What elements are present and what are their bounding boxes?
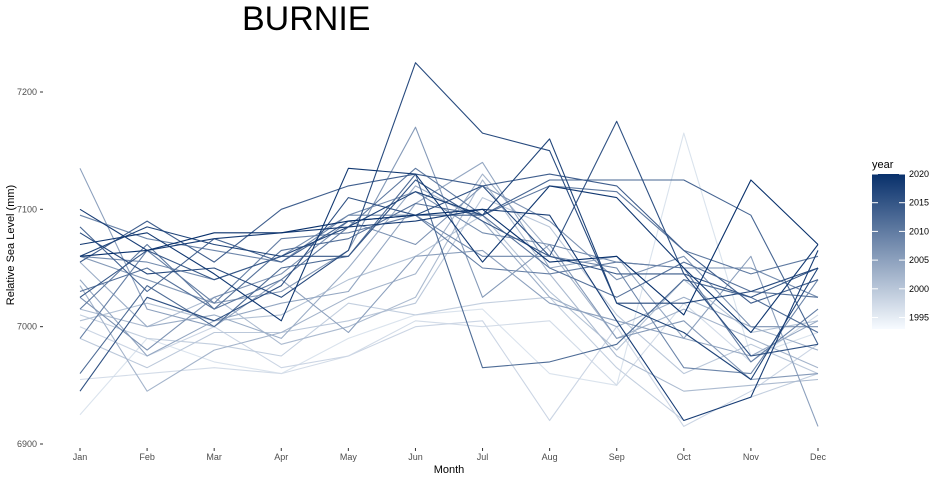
x-axis-title: Month <box>434 464 465 476</box>
y-tick-label: 7200 <box>17 87 37 97</box>
series-line-1995 <box>79 320 819 427</box>
x-tick-label: Sep <box>609 452 625 462</box>
y-axis: 6900 7000 7100 7200 <box>17 87 43 449</box>
x-tick-label: Jan <box>73 452 88 462</box>
y-tick-label: 7100 <box>17 204 37 214</box>
year-legend: year 1995 2000 2005 2010 2015 2020 <box>872 159 929 329</box>
legend-tick-label: 2000 <box>909 284 929 294</box>
series-line-2015 <box>79 120 819 392</box>
legend-tick-label: 2010 <box>909 226 929 236</box>
x-tick-label: Nov <box>743 452 760 462</box>
series-lines <box>79 62 819 427</box>
series-line-2009 <box>79 167 819 310</box>
series-line-2013 <box>79 173 819 304</box>
series-line-2007 <box>79 214 819 375</box>
series-line-1993 <box>79 132 819 416</box>
legend-title: year <box>872 159 894 171</box>
x-tick-label: Apr <box>274 452 288 462</box>
series-line-2018 <box>79 208 819 422</box>
y-tick-label: 6900 <box>17 439 37 449</box>
legend-tick-label: 2005 <box>909 255 929 265</box>
chart-title: BURNIE <box>242 0 370 38</box>
series-line-2020 <box>79 179 819 316</box>
x-tick-label: Dec <box>810 452 827 462</box>
legend-tick-label: 2015 <box>909 198 929 208</box>
x-tick-label: Jul <box>477 452 489 462</box>
x-tick-label: Jun <box>408 452 423 462</box>
series-line-2011 <box>79 173 819 374</box>
legend-tick-label: 1995 <box>909 313 929 323</box>
series-line-2002 <box>79 161 819 357</box>
series-line-2003 <box>79 168 819 427</box>
x-tick-label: Aug <box>542 452 558 462</box>
x-tick-label: Feb <box>139 452 155 462</box>
x-axis: Jan Feb Mar Apr May Jun Jul Aug Sep Oct Nov Dec <box>73 448 827 462</box>
legend-tick-label: 2020 <box>909 169 929 179</box>
series-line-2008 <box>79 214 819 363</box>
legend-colorbar <box>872 174 905 329</box>
x-tick-label: Oct <box>677 452 692 462</box>
series-line-2010 <box>79 202 819 310</box>
series-line-2016 <box>79 62 819 304</box>
series-line-2019 <box>79 167 819 334</box>
series-line-2000 <box>79 173 819 392</box>
series-line-2017 <box>79 138 819 381</box>
y-axis-title: Relative Sea Level (mm) <box>5 185 17 305</box>
y-tick-label: 7000 <box>17 322 37 332</box>
legend-ticks: 1995 2000 2005 2010 2015 2020 <box>872 169 929 323</box>
x-tick-label: Mar <box>206 452 222 462</box>
x-tick-label: May <box>340 452 358 462</box>
